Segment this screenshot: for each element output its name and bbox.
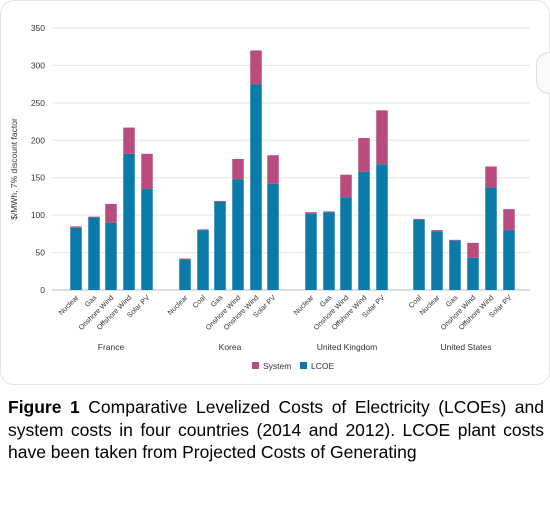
y-tick-label: 50 [36,248,46,258]
figure-caption: Figure 1 Comparative Levelized Costs of … [8,396,544,464]
y-tick-label: 250 [31,98,45,108]
bar-system [449,239,461,241]
bar-system [340,174,352,198]
bar-lcoe [485,187,497,290]
bar-system [250,50,262,85]
bar-lcoe [214,201,226,290]
bar-lcoe [250,84,262,291]
bar-lcoe [503,230,515,290]
group-label: United Kingdom [317,342,377,352]
bar-system [413,218,425,220]
bar-system [431,230,443,232]
bar-system [305,212,317,214]
group-label: United States [440,342,491,352]
y-tick-label: 0 [40,285,45,295]
bar-system [358,138,370,172]
bar-system [214,200,226,202]
bar-lcoe [88,217,100,290]
x-tick-label: Nuclear [292,293,316,317]
bar-lcoe [105,222,117,290]
bar-system [141,153,153,189]
bar-lcoe [323,212,335,290]
bar-system [88,216,100,218]
chart: 0 50 100 150 200 250 300 350 $/MWh, 7% discount … [9,23,530,371]
bar-system [105,203,117,223]
bar-system [70,226,82,228]
legend-swatch [252,362,259,369]
x-tick-label: Coal [191,293,208,310]
bar-system [123,127,135,154]
bar-lcoe [197,230,209,290]
bar-system [376,110,388,165]
y-tick-label: 300 [31,60,45,70]
figure-label: Figure 1 [8,397,80,417]
y-tick-label: 150 [31,173,45,183]
bar-system [503,209,515,231]
group-label: France [98,342,125,352]
bar-lcoe [413,219,425,290]
bar-system [179,258,191,261]
y-tick-label: 350 [31,23,45,33]
legend-swatch [300,362,307,369]
bar-system [267,155,279,184]
bar-lcoe [267,183,279,290]
bar-lcoe [467,257,479,290]
figure-caption-text: Comparative Levelized Costs of Electrici… [8,397,544,463]
bar-lcoe [123,153,135,290]
bar-lcoe [449,240,461,290]
x-tick-label: Nuclear [57,293,81,317]
bar-lcoe [376,164,388,290]
bar-lcoe [358,171,370,290]
y-tick-label: 200 [31,135,45,145]
bar-system [197,229,209,231]
x-tick-label: Nuclear [418,293,442,317]
group-label: Korea [219,342,242,352]
x-tick-label: Nuclear [166,293,190,317]
legend-label: LCOE [311,361,334,371]
bar-lcoe [305,213,317,290]
y-axis-label: $/MWh, 7% discount factor [9,118,19,220]
bar-lcoe [179,260,191,290]
bar-system [232,159,244,180]
y-tick-label: 100 [31,210,45,220]
bar-lcoe [340,197,352,290]
legend-label: System [263,361,291,371]
bar-lcoe [232,179,244,290]
bar-system [323,211,335,213]
bar-system [467,242,479,258]
bar-lcoe [70,227,82,290]
bar-system [485,166,497,188]
bar-lcoe [431,231,443,290]
bar-lcoe [141,188,153,290]
